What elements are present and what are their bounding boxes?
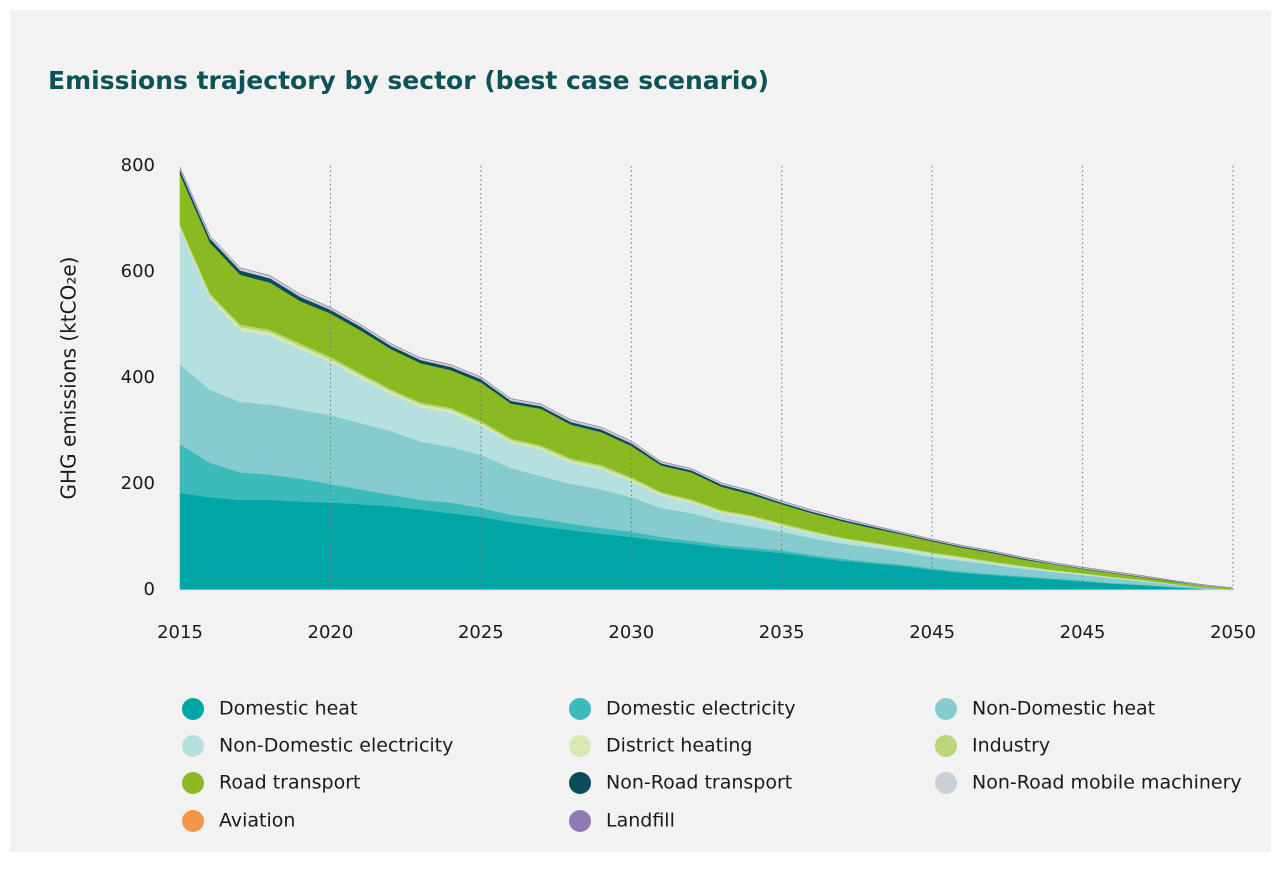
legend-label: Domestic heat	[219, 698, 357, 720]
legend-swatch	[935, 698, 957, 720]
y-tick-label: 0	[144, 579, 155, 600]
chart-title: Emissions trajectory by sector (best cas…	[48, 66, 769, 95]
legend-swatch	[182, 735, 204, 757]
x-tick-label: 2015	[157, 622, 203, 643]
legend-swatch	[569, 735, 591, 757]
legend-swatch	[569, 810, 591, 832]
x-tick-label: 2020	[308, 622, 354, 643]
legend-label: Non-Domestic electricity	[219, 735, 453, 757]
legend-swatch	[182, 698, 204, 720]
x-tick-label: 2030	[608, 622, 654, 643]
legend-label: Domestic electricity	[606, 698, 796, 720]
y-tick-label: 400	[121, 367, 155, 388]
legend-label: Non-Domestic heat	[972, 698, 1155, 720]
legend-label: Non-Road transport	[606, 772, 792, 794]
area	[179, 166, 1234, 589]
legend-label: Landfill	[606, 810, 675, 832]
legend-label: Non-Road mobile machinery	[972, 772, 1242, 794]
legend-swatch	[182, 772, 204, 794]
x-tick-label: 2025	[458, 622, 504, 643]
legend-swatch	[182, 810, 204, 832]
legend-label: Road transport	[219, 772, 361, 794]
legend-swatch	[935, 772, 957, 794]
legend-label: Aviation	[219, 810, 295, 832]
y-tick-label: 600	[121, 261, 155, 282]
legend-swatch	[935, 735, 957, 757]
legend-label: Industry	[972, 735, 1050, 757]
y-tick-label: 800	[121, 155, 155, 176]
y-axis-label: GHG emissions (ktCO₂e)	[57, 257, 81, 500]
y-tick-label: 200	[121, 473, 155, 494]
x-tick-label: 2045	[1060, 622, 1106, 643]
legend-swatch	[569, 698, 591, 720]
x-tick-label: 2035	[759, 622, 805, 643]
x-tick-label: 2050	[1210, 622, 1256, 643]
legend-label: District heating	[606, 735, 753, 757]
x-tick-label: 2045	[909, 622, 955, 643]
legend-swatch	[569, 772, 591, 794]
